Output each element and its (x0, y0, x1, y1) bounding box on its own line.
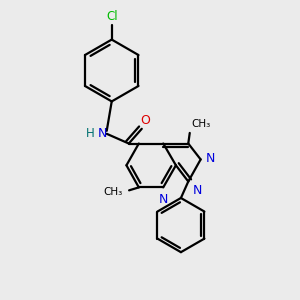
Text: CH₃: CH₃ (103, 187, 123, 197)
Text: N: N (193, 184, 202, 197)
Text: H: H (86, 127, 94, 140)
Text: O: O (140, 114, 150, 127)
Text: N: N (206, 152, 215, 165)
Text: CH₃: CH₃ (191, 119, 211, 129)
Text: Cl: Cl (106, 10, 118, 23)
Text: N: N (159, 193, 168, 206)
Text: N: N (98, 127, 108, 140)
